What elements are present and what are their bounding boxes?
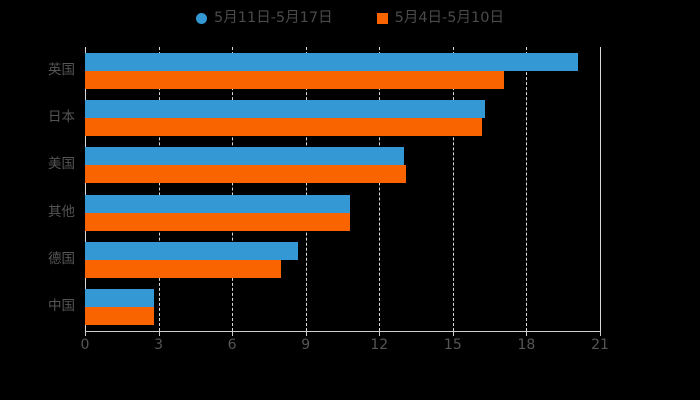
bar-series-2[interactable] [85,165,407,184]
y-axis-category-label: 日本 [48,109,75,125]
x-axis-tick-label: 12 [370,337,389,353]
gridline [526,47,528,331]
legend-label-series-2: 5月4日-5月10日 [394,9,504,26]
x-axis-tick [305,331,307,336]
y-axis-category-label: 中国 [48,298,75,315]
legend-item-series-2[interactable]: 5月4日-5月10日 [376,9,504,26]
y-axis-labels: 英国日本美国其他德国中国 [0,47,75,331]
bar-series-2[interactable] [85,307,154,326]
x-axis-tick [452,331,454,336]
plot-area [85,47,601,331]
bar-series-2[interactable] [85,70,505,89]
chart-legend: 5月11日-5月17日 5月4日-5月10日 [0,6,700,30]
x-axis-tick [526,331,528,336]
x-axis-tick-label: 3 [154,337,164,353]
gridline [600,47,601,331]
gridline [85,47,86,331]
legend-label-series-1: 5月11日-5月17日 [214,9,333,26]
legend-marker-circle-icon [196,12,208,24]
bar-series-2[interactable] [85,118,483,136]
x-axis-tick-labels: 0 3 6 9 12 15 18 21 [0,338,700,358]
gridline [232,47,234,331]
x-axis-tick [600,331,601,336]
bar-series-1[interactable] [85,52,578,71]
gridline [379,47,381,331]
gridline [158,47,160,331]
x-axis-tick-label: 18 [517,337,536,353]
bar-series-1[interactable] [85,147,404,166]
bar-series-1[interactable] [85,194,350,213]
x-axis-line [85,331,601,332]
gridline [305,47,307,331]
x-axis-tick-label: 0 [80,337,90,353]
legend-item-series-1[interactable]: 5月11日-5月17日 [196,11,333,26]
x-axis-tick-label: 9 [301,337,311,353]
legend-marker-square-icon [376,12,388,24]
x-axis-tick [85,331,86,336]
gridline [452,47,454,331]
y-axis-category-label: 美国 [48,156,75,173]
x-axis-tick-label: 6 [227,337,237,353]
bar-series-2[interactable] [85,260,282,278]
bar-series-2[interactable] [85,212,350,231]
x-axis-tick [158,331,160,336]
bar-series-1[interactable] [85,289,154,308]
y-axis-category-label: 德国 [48,251,75,267]
x-axis-tick-label: 15 [443,337,462,353]
bar-series-1[interactable] [85,100,485,118]
y-axis-category-label: 其他 [48,203,75,220]
x-axis-tick [379,331,381,336]
y-axis-category-label: 英国 [48,61,75,78]
bar-series-1[interactable] [85,242,299,260]
x-axis-tick [232,331,234,336]
x-axis-tick-label: 21 [591,337,609,353]
